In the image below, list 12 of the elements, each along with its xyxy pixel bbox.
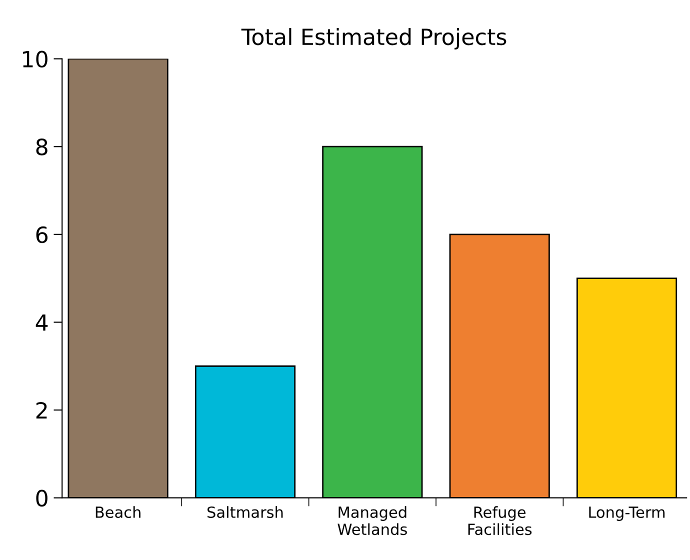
x-tick-label: Refuge Facilities bbox=[468, 506, 532, 536]
x-tick-label: Beach bbox=[96, 506, 140, 518]
y-tick-label: 0 bbox=[36, 490, 48, 507]
x-tick-label: Saltmarsh bbox=[208, 506, 283, 518]
x-tick-label: Long-Term bbox=[589, 506, 665, 521]
x-tick-label: Managed Wetlands bbox=[338, 506, 407, 536]
y-tick-label: 4 bbox=[36, 314, 48, 331]
y-tick-label: 8 bbox=[36, 138, 48, 156]
y-tick-label: 6 bbox=[36, 226, 48, 244]
chart-title: Total Estimated Projects bbox=[241, 28, 506, 50]
y-tick-label: 10 bbox=[23, 50, 48, 68]
y-tick-label: 2 bbox=[36, 402, 47, 418]
